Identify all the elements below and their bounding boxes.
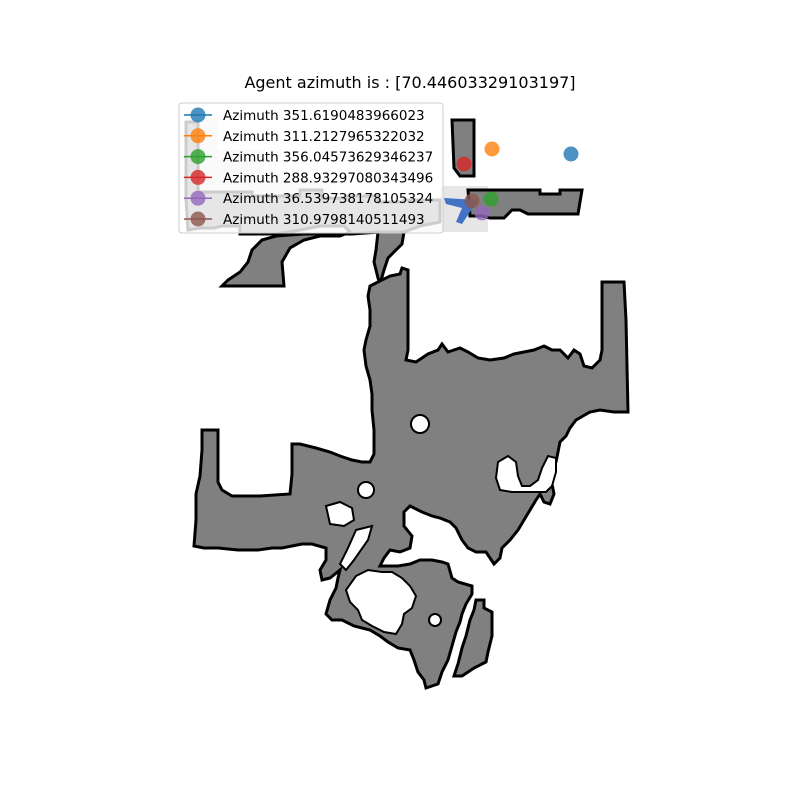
legend: Azimuth 351.6190483966023 Azimuth 311.212…: [178, 102, 444, 234]
legend-box: [178, 102, 444, 234]
legend-marker-2: [190, 128, 206, 144]
map-obstacle-round: [410, 414, 430, 434]
legend-label-3: Azimuth 356.04573629346237: [223, 150, 433, 166]
legend-label-1: Azimuth 351.6190483966023: [223, 108, 425, 124]
legend-marker-5: [190, 190, 206, 206]
map-obstacle-small: [357, 481, 375, 499]
scatter-point-6: [464, 193, 480, 209]
scatter-point-5: [474, 205, 490, 221]
map-passage-vertical: [372, 230, 406, 290]
scatter-points: [456, 141, 579, 221]
legend-label-4: Azimuth 288.93297080343496: [223, 170, 433, 186]
map-obstacle-left-notch: [324, 500, 356, 528]
scatter-point-1: [563, 146, 579, 162]
legend-marker-1: [190, 107, 206, 123]
legend-marker-4: [190, 169, 206, 185]
scatter-point-4: [456, 156, 472, 172]
legend-label-2: Azimuth 311.2127965322032: [223, 129, 425, 145]
scatter-point-2: [484, 141, 500, 157]
legend-label-5: Azimuth 36.539738178105324: [223, 191, 433, 207]
map-main-region: [192, 266, 630, 690]
map-obstacle-lower: [344, 568, 418, 636]
map-obstacle-right: [494, 454, 557, 493]
map-obstacle-tiny: [428, 613, 442, 627]
chart-title: Agent azimuth is : [70.44603329103197]: [244, 73, 575, 92]
legend-marker-3: [190, 149, 206, 165]
map-obstacle-channel: [338, 524, 374, 572]
map-strip-southeast: [451, 598, 494, 678]
legend-label-6: Azimuth 310.9798140511493: [223, 212, 425, 228]
legend-marker-6: [190, 211, 206, 227]
scatter-point-3: [483, 191, 499, 207]
